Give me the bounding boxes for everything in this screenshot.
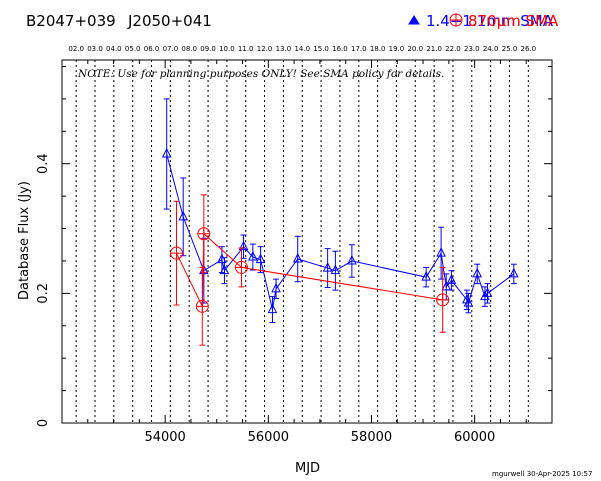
triangle-marker-icon xyxy=(408,15,420,25)
y-tick-label: 0.4 xyxy=(36,153,51,174)
y-tick-label: 0 xyxy=(36,419,51,427)
y-tick-label: 0.2 xyxy=(36,283,51,304)
plot-frame xyxy=(61,59,553,424)
top-year-label: 21.0 xyxy=(426,45,442,53)
top-year-label: 22.0 xyxy=(445,45,461,53)
source-name: B2047+039 xyxy=(26,12,116,30)
data-point-triangle xyxy=(267,303,278,314)
data-point-triangle xyxy=(330,264,341,275)
top-year-label: 16.0 xyxy=(332,45,348,53)
top-year-label: 06.0 xyxy=(144,45,160,53)
data-point-triangle xyxy=(238,240,249,251)
data-point-triangle xyxy=(446,274,457,284)
x-tick-label: 60000 xyxy=(454,430,495,445)
x-tick-label: 54000 xyxy=(144,430,185,445)
data-point-triangle xyxy=(178,210,189,221)
planning-note: NOTE: Use for planning purposes ONLY! Se… xyxy=(77,68,444,80)
top-year-label: 20.0 xyxy=(407,45,423,53)
data-point-triangle xyxy=(347,254,357,265)
data-point-triangle xyxy=(480,290,490,301)
top-year-label: 25.0 xyxy=(502,45,518,53)
top-year-label: 14.0 xyxy=(294,45,310,53)
data-point-triangle xyxy=(271,282,281,293)
data-point-triangle xyxy=(248,250,258,261)
legend-870-label: 870μm SMA xyxy=(468,12,559,30)
x-tick-label: 56000 xyxy=(248,430,289,445)
top-year-label: 04.0 xyxy=(106,45,122,53)
series-line xyxy=(176,232,443,307)
data-point-triangle xyxy=(436,247,446,257)
top-year-label: 15.0 xyxy=(313,45,329,53)
data-point-triangle xyxy=(482,287,493,297)
top-year-label: 12.0 xyxy=(257,45,273,53)
top-year-label: 05.0 xyxy=(125,45,141,53)
top-year-label: 03.0 xyxy=(87,45,103,53)
credit-line: mgurwell 30-Apr-2025 10:57 xyxy=(492,470,592,478)
x-axis: 54000 56000 58000 60000 xyxy=(87,60,527,445)
data-point-triangle xyxy=(161,147,172,158)
top-year-label: 17.0 xyxy=(351,45,367,53)
top-year-label: 13.0 xyxy=(276,45,292,53)
series-1mm xyxy=(161,98,519,324)
top-year-label: 09.0 xyxy=(200,45,216,53)
data-point-triangle xyxy=(219,264,230,275)
x-tick-label: 58000 xyxy=(351,430,392,445)
legend-870: 870μm SMA xyxy=(449,12,559,30)
data-point-triangle xyxy=(322,261,333,272)
data-point-triangle xyxy=(255,253,266,264)
series-870 xyxy=(170,194,450,346)
top-year-label: 26.0 xyxy=(521,45,537,53)
alt-source-name: J2050+041 xyxy=(127,12,212,30)
y-axis-label: Database Flux (Jy) xyxy=(17,181,32,300)
data-point-triangle xyxy=(509,267,519,278)
data-point-triangle xyxy=(217,253,227,264)
top-year-label: 10.0 xyxy=(219,45,235,53)
top-year-label: 24.0 xyxy=(483,45,499,53)
top-year-label: 23.0 xyxy=(464,45,480,53)
top-year-label: 19.0 xyxy=(389,45,405,53)
year-gridlines xyxy=(75,60,529,423)
circle-plus-marker-icon xyxy=(449,13,463,27)
top-year-label: 07.0 xyxy=(163,45,179,53)
top-year-label: 11.0 xyxy=(238,45,254,53)
data-point-triangle xyxy=(441,280,452,291)
data-point-triangle xyxy=(463,296,474,307)
top-year-axis: 02.0 03.0 04.0 05.0 06.0 07.0 08.0 09.0 10.0 11.0… xyxy=(68,45,536,53)
x-axis-label: MJD xyxy=(295,461,320,476)
top-year-label: 02.0 xyxy=(68,45,84,53)
data-point-triangle xyxy=(421,271,431,281)
y-axis: 0 0.2 0.4 xyxy=(36,65,552,427)
top-year-label: 18.0 xyxy=(370,45,386,53)
top-year-label: 08.0 xyxy=(181,45,197,53)
chart-header: B2047+039 J2050+041 1.4−1.1mm SMA 870μm … xyxy=(26,12,559,30)
data-point-triangle xyxy=(472,267,483,278)
data-point-triangle xyxy=(292,252,303,263)
